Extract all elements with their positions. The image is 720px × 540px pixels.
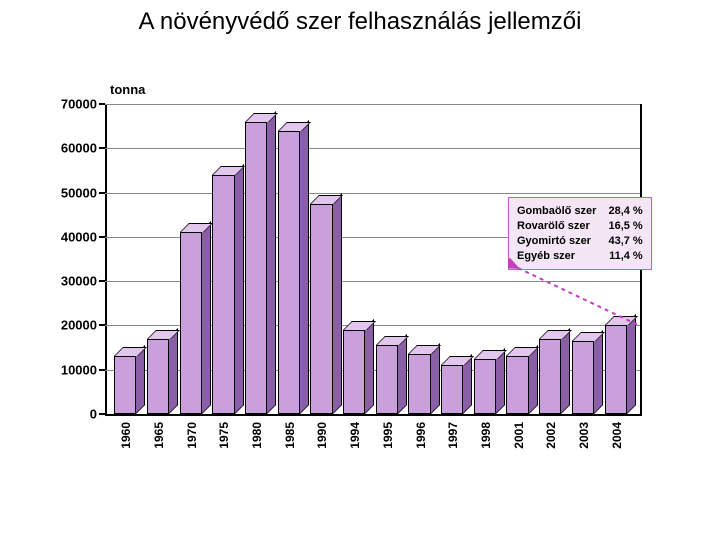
bar-front xyxy=(605,325,627,414)
y-tick-label: 0 xyxy=(41,407,97,422)
bar-front xyxy=(408,354,430,414)
bar xyxy=(441,365,463,414)
y-tick-mark xyxy=(99,103,105,105)
y-tick-label: 20000 xyxy=(41,318,97,333)
legend-value: 43,7 % xyxy=(608,234,642,249)
legend-value: 28,4 % xyxy=(608,204,642,219)
bar-side xyxy=(300,120,309,414)
x-tick-label: 2003 xyxy=(577,422,591,449)
chart-wrap: tonna Gombaölő szer 28,4 % Rovarölő szer 16… xyxy=(40,80,680,500)
bar xyxy=(572,341,594,414)
x-tick-label: 1975 xyxy=(217,422,231,449)
x-tick-label: 1996 xyxy=(414,422,428,449)
y-tick-mark xyxy=(99,369,105,371)
bar xyxy=(474,359,496,414)
y-tick-mark xyxy=(99,192,105,194)
bar-front xyxy=(180,232,202,414)
bar-front xyxy=(441,365,463,414)
legend-label: Gombaölő szer xyxy=(517,204,596,219)
x-tick-label: 1965 xyxy=(152,422,166,449)
bar xyxy=(114,356,136,414)
bar-front xyxy=(310,204,332,414)
legend-value: 11,4 % xyxy=(609,249,643,264)
bar-side xyxy=(267,111,276,414)
bar xyxy=(212,175,234,414)
legend-row: Egyéb szer 11,4 % xyxy=(517,249,643,264)
bar-front xyxy=(539,339,561,414)
bar-side xyxy=(235,164,244,414)
page-title: A növényvédő szer felhasználás jellemzői xyxy=(0,8,720,36)
x-tick-label: 1980 xyxy=(250,422,264,449)
bar xyxy=(180,232,202,414)
bar-front xyxy=(506,356,528,414)
y-tick-label: 70000 xyxy=(41,97,97,112)
bar xyxy=(245,122,267,414)
bar-side xyxy=(365,319,374,414)
bar xyxy=(376,345,398,414)
y-tick-mark xyxy=(99,324,105,326)
y-tick-mark xyxy=(99,236,105,238)
y-axis-line xyxy=(105,104,107,414)
y-tick-mark xyxy=(99,413,105,415)
bar-side xyxy=(561,328,570,414)
x-tick-label: 2002 xyxy=(544,422,558,449)
bar xyxy=(147,339,169,414)
legend-label: Egyéb szer xyxy=(517,249,575,264)
legend-row: Gyomirtó szer 43,7 % xyxy=(517,234,643,249)
x-tick-label: 1998 xyxy=(479,422,493,449)
y-tick-label: 50000 xyxy=(41,185,97,200)
bar-side xyxy=(202,221,211,414)
page-root: A növényvédő szer felhasználás jellemzői… xyxy=(0,0,720,540)
grid-line xyxy=(105,148,640,149)
legend-label: Gyomirtó szer xyxy=(517,234,591,249)
bar-side xyxy=(398,334,407,414)
bar-front xyxy=(474,359,496,414)
x-tick-label: 1985 xyxy=(283,422,297,449)
bar-front xyxy=(114,356,136,414)
x-tick-label: 1994 xyxy=(348,422,362,449)
bar-front xyxy=(212,175,234,414)
legend-row: Gombaölő szer 28,4 % xyxy=(517,204,643,219)
bar xyxy=(506,356,528,414)
y-tick-label: 30000 xyxy=(41,274,97,289)
legend-label: Rovarölő szer xyxy=(517,219,590,234)
bar-front xyxy=(343,330,365,414)
bar-side xyxy=(627,314,636,414)
y-tick-mark xyxy=(99,147,105,149)
bar xyxy=(408,354,430,414)
bar-front xyxy=(245,122,267,414)
y-axis-label: tonna xyxy=(110,82,145,97)
bar-front xyxy=(572,341,594,414)
x-tick-label: 1960 xyxy=(119,422,133,449)
bar-side xyxy=(169,328,178,414)
bar xyxy=(343,330,365,414)
bar-front xyxy=(147,339,169,414)
x-tick-label: 1990 xyxy=(315,422,329,449)
y-tick-label: 60000 xyxy=(41,141,97,156)
x-tick-label: 1970 xyxy=(185,422,199,449)
legend-value: 16,5 % xyxy=(608,219,642,234)
bar-side xyxy=(333,193,342,414)
x-tick-label: 1995 xyxy=(381,422,395,449)
legend-box: Gombaölő szer28,4 %Rovarölő szer16,5 %Gy… xyxy=(508,197,652,270)
x-tick-label: 2001 xyxy=(512,422,526,449)
y-tick-mark xyxy=(99,280,105,282)
bar xyxy=(278,131,300,414)
x-tick-label: 1997 xyxy=(446,422,460,449)
bar-side xyxy=(594,330,603,414)
grid-line xyxy=(105,104,640,105)
legend-row: Rovarölő szer 16,5 % xyxy=(517,219,643,234)
grid-line xyxy=(105,193,640,194)
bar-front xyxy=(278,131,300,414)
y-tick-label: 40000 xyxy=(41,229,97,244)
bar xyxy=(539,339,561,414)
bar xyxy=(605,325,627,414)
y-tick-label: 10000 xyxy=(41,362,97,377)
bar xyxy=(310,204,332,414)
x-tick-label: 2004 xyxy=(610,422,624,449)
bar-front xyxy=(376,345,398,414)
